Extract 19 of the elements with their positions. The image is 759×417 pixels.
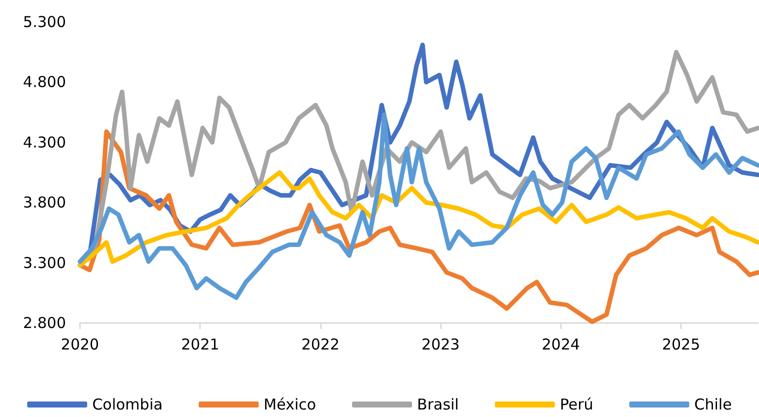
y-tick-label: 2.800 <box>23 314 66 332</box>
x-tick-label: 2022 <box>301 336 340 354</box>
line-series <box>78 112 759 300</box>
y-tick-label: 3.800 <box>23 194 66 212</box>
line-series <box>78 170 759 268</box>
legend-label: Colombia <box>92 396 163 414</box>
x-tick-label: 2021 <box>181 336 220 354</box>
x-tick-label: 2020 <box>60 336 100 354</box>
x-tick-label: 2024 <box>542 336 580 354</box>
y-tick-label: 4.800 <box>23 73 66 92</box>
y-tick-label: 4.300 <box>23 133 66 152</box>
legend-label: Chile <box>694 396 732 414</box>
x-tick-label: 2023 <box>422 336 460 354</box>
y-tick-label: 5.300 <box>23 13 66 31</box>
legend-label: Brasil <box>417 396 459 414</box>
x-tick-label: 2025 <box>662 336 700 354</box>
legend-label: México <box>264 396 316 414</box>
legend-label: Perú <box>560 396 594 414</box>
y-tick-label: 3.300 <box>23 254 66 272</box>
